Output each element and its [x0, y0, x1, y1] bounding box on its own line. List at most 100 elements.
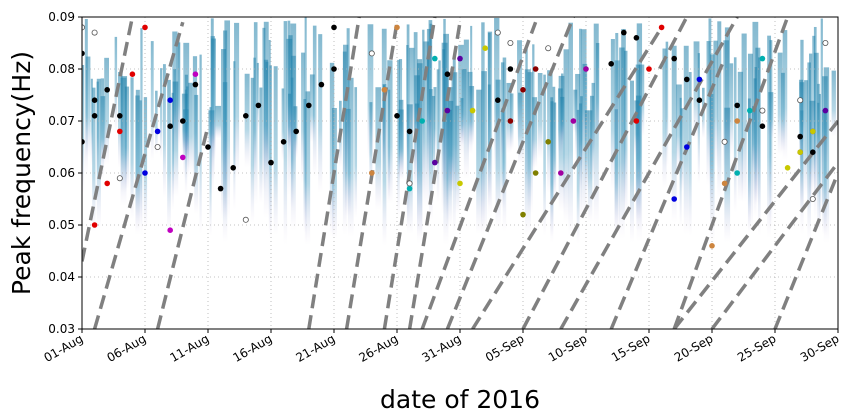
density-streak [283, 21, 288, 245]
density-streak [576, 109, 580, 244]
density-streak [416, 59, 423, 244]
data-point [142, 170, 148, 176]
density-streak [809, 100, 816, 191]
density-streak [199, 54, 202, 234]
density-streak [494, 17, 500, 174]
x-axis: 01-Aug 06-Aug 11-Aug 16-Aug 21-Aug 26-Aug 31-A… [41, 329, 842, 365]
data-point [545, 139, 551, 145]
density-streak [104, 57, 109, 166]
data-point [507, 66, 514, 72]
data-point [82, 50, 85, 57]
density-streak [587, 110, 593, 223]
data-point [809, 195, 816, 202]
density-streak [455, 105, 460, 214]
density-streak [710, 54, 715, 243]
data-point [243, 113, 249, 119]
density-streak [614, 60, 620, 235]
density-streak [124, 86, 130, 189]
data-point [116, 175, 123, 182]
density-streak [375, 87, 382, 211]
density-streak [305, 91, 311, 245]
x-tick-label: 10-Sep [546, 331, 590, 364]
density-streak [717, 21, 722, 200]
density-streak [502, 57, 507, 232]
density-streak [615, 32, 619, 136]
density-streak [741, 33, 747, 203]
density-background [82, 17, 836, 246]
density-streak [584, 110, 589, 191]
density-streak [634, 100, 640, 158]
density-streak [135, 89, 140, 229]
x-axis-title: date of 2016 [380, 385, 540, 414]
density-streak [426, 58, 430, 143]
data-point [381, 87, 388, 93]
density-streak [755, 47, 761, 205]
dispersion-line [672, 17, 790, 329]
dispersion-line [155, 125, 210, 329]
data-point [444, 107, 451, 114]
data-point [658, 24, 665, 31]
density-streak [436, 69, 440, 203]
density-streak [481, 22, 485, 236]
density-streak [345, 108, 351, 217]
density-streak [309, 74, 315, 143]
x-tick-label: 25-Sep [735, 331, 779, 364]
data-point [759, 107, 766, 114]
data-point [331, 66, 337, 72]
data-points [82, 24, 829, 249]
data-point [671, 55, 677, 62]
data-point [432, 55, 438, 62]
density-streak [263, 59, 269, 169]
density-streak [259, 87, 263, 204]
density-streak [813, 52, 819, 191]
data-point [154, 128, 161, 135]
data-point [104, 180, 110, 187]
density-streak [777, 52, 783, 156]
data-point [759, 123, 766, 129]
density-streak [688, 72, 692, 236]
data-point [293, 128, 300, 135]
data-point [810, 128, 816, 135]
density-streak [382, 85, 385, 179]
density-streak [118, 72, 123, 168]
density-streak [244, 73, 250, 168]
density-streak [582, 63, 588, 143]
density-streak [460, 98, 464, 144]
density-streak [680, 108, 684, 193]
data-point [318, 81, 325, 88]
density-streak [568, 22, 573, 236]
data-point [406, 180, 413, 187]
data-point [696, 97, 703, 103]
dispersion-line [407, 21, 462, 329]
data-point [696, 76, 703, 83]
density-streak [256, 62, 259, 133]
data-point [822, 40, 829, 47]
density-streak [782, 30, 788, 161]
data-point [684, 144, 690, 150]
density-streak [288, 93, 292, 150]
data-point [482, 45, 489, 51]
x-tick-label: 06-Aug [104, 331, 148, 365]
density-streak [747, 98, 751, 234]
density-streak [476, 89, 482, 235]
data-point [633, 35, 640, 41]
data-point [583, 66, 589, 72]
density-streak [610, 39, 615, 192]
x-tick-label: 05-Sep [483, 331, 527, 364]
data-point [217, 185, 224, 192]
density-streak [543, 74, 546, 236]
x-tick-label: 20-Sep [672, 331, 716, 364]
data-point [734, 118, 740, 124]
density-streak [676, 84, 682, 170]
density-streak [172, 81, 179, 197]
data-point [532, 66, 539, 72]
density-streak [537, 72, 543, 159]
density-streak [290, 23, 297, 173]
x-tick-label: 31-Aug [419, 331, 463, 365]
data-point [255, 102, 262, 109]
data-point [394, 113, 400, 119]
dispersion-line [672, 119, 838, 329]
density-streak [487, 31, 493, 217]
density-streak [831, 70, 836, 137]
